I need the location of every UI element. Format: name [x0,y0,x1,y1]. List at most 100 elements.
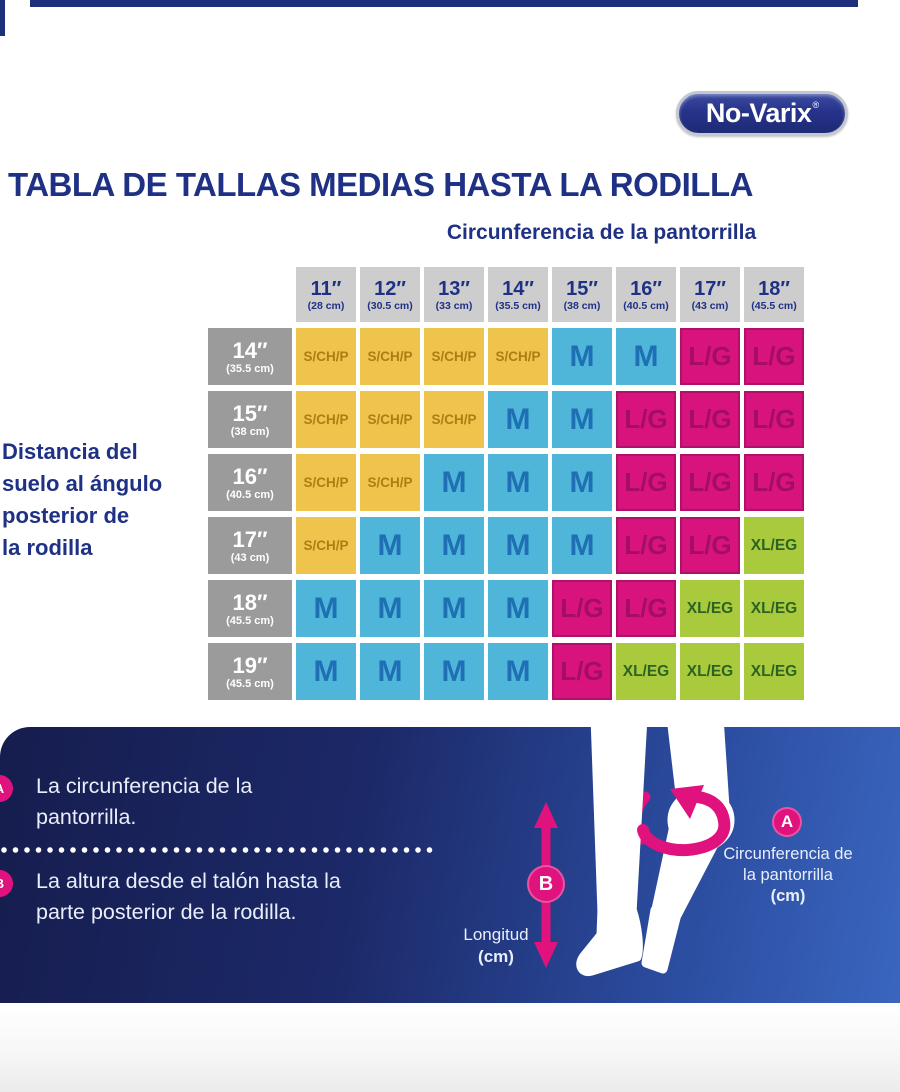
bullet-b-line: parte posterior de la rodilla. [36,900,297,924]
dotted-separator [0,846,436,854]
size-cell: XL/EG [744,643,804,700]
b-marker-badge: B [527,865,565,903]
knee-distance-header-cell: 16″ (40.5 cm) [208,454,292,511]
calf-circumference-header-cell: 12″ (30.5 cm) [360,267,420,322]
size-cell: M [616,328,676,385]
size-cell: L/G [616,580,676,637]
grid-corner [208,267,292,322]
size-cell: L/G [744,391,804,448]
size-cell: M [488,517,548,574]
calf-circumference-axis-label: Circunferencia de la pantorrilla [446,221,757,244]
legs-silhouette [576,727,735,977]
size-cell: L/G [680,517,740,574]
bullet-a-line: pantorrilla. [36,805,137,829]
size-cell: XL/EG [680,580,740,637]
knee-distance-header-cell: 14″ (35.5 cm) [208,328,292,385]
knee-distance-header-cell: 19″ (45.5 cm) [208,643,292,700]
size-cell: M [360,517,420,574]
calf-circumference-arrow-icon [637,785,731,857]
size-cell: M [360,580,420,637]
size-cell: M [552,517,612,574]
calf-circumference-header-cell: 13″ (33 cm) [424,267,484,322]
size-cell: M [552,328,612,385]
size-cell: L/G [552,643,612,700]
page-title: TABLA DE TALLAS MEDIAS HASTA LA RODILLA [8,166,753,203]
calf-circumference-header-cell: 18″ (45.5 cm) [744,267,804,322]
axis-label-line: suelo al ángulo [2,471,163,496]
size-grid: 11″ (28 cm) 12″ (30.5 cm) 13″ (33 cm) 14″ (35.5… [208,267,804,700]
size-cell: XL/EG [744,517,804,574]
size-cell: S/CH/P [360,328,420,385]
size-cell: L/G [680,454,740,511]
knee-distance-header-cell: 18″ (45.5 cm) [208,580,292,637]
size-cell: S/CH/P [296,454,356,511]
size-cell: M [424,643,484,700]
size-cell: S/CH/P [360,454,420,511]
size-cell: XL/EG [744,580,804,637]
knee-distance-axis-label: Distancia del suelo al ángulo posterior … [2,436,202,564]
knee-distance-header-cell: 15″ (38 cm) [208,391,292,448]
length-label-unit: (cm) [478,947,514,966]
top-border-line [30,0,858,7]
bullet-b-text: La altura desde el talón hasta la parte … [36,866,341,928]
left-edge-mark [0,0,5,36]
size-cell: M [552,454,612,511]
size-cell: L/G [616,517,676,574]
size-cell: M [552,391,612,448]
size-cell: XL/EG [616,643,676,700]
size-cell: XL/EG [680,643,740,700]
bullet-a-line: La circunferencia de la [36,774,253,798]
size-cell: L/G [616,454,676,511]
calf-circumference-header-cell: 15″ (38 cm) [552,267,612,322]
size-cell: M [488,580,548,637]
info-panel: A La circunferencia de la pantorrilla. B… [0,727,900,1003]
size-cell: M [424,454,484,511]
size-cell: L/G [552,580,612,637]
brand-logo: No-Varix ® [676,91,848,136]
legs-illustration [576,727,735,977]
calf-circumference-header-cell: 14″ (35.5 cm) [488,267,548,322]
brand-logo-text: No-Varix [705,98,812,128]
size-cell: S/CH/P [296,517,356,574]
size-cell: M [488,454,548,511]
size-cell: S/CH/P [360,391,420,448]
size-cell: M [424,517,484,574]
circumference-label-line: Circunferencia de [723,845,853,863]
size-cell: M [424,580,484,637]
axis-label-line: la rodilla [2,535,93,560]
circumference-label: Circunferencia de la pantorrilla (cm) [690,844,886,907]
length-label-line: Longitud [463,925,529,944]
axis-label-line: Distancia del [2,439,138,464]
size-cell: L/G [616,391,676,448]
size-cell: S/CH/P [424,328,484,385]
length-label: Longitud (cm) [444,924,548,968]
size-cell: M [488,643,548,700]
circumference-label-line: la pantorrilla [743,866,833,884]
size-cell: L/G [680,391,740,448]
bullet-a-badge: A [0,775,13,802]
registered-mark: ® [812,99,820,110]
calf-circumference-header-cell: 17″ (43 cm) [680,267,740,322]
a-marker-badge: A [772,807,802,837]
bottom-strip [0,1003,900,1092]
knee-distance-header-cell: 17″ (43 cm) [208,517,292,574]
size-cell: M [296,580,356,637]
calf-circumference-header-cell: 16″ (40.5 cm) [616,267,676,322]
size-cell: L/G [744,454,804,511]
size-cell: S/CH/P [424,391,484,448]
size-cell: M [296,643,356,700]
calf-circumference-header-cell: 11″ (28 cm) [296,267,356,322]
circumference-label-unit: (cm) [770,887,806,905]
bullet-b-badge: B [0,870,13,897]
size-cell: M [488,391,548,448]
bullet-a-text: La circunferencia de la pantorrilla. [36,771,252,833]
bullet-b-line: La altura desde el talón hasta la [36,869,341,893]
axis-label-line: posterior de [2,503,130,528]
size-cell: L/G [680,328,740,385]
size-cell: L/G [744,328,804,385]
size-cell: M [360,643,420,700]
size-cell: S/CH/P [296,391,356,448]
size-cell: S/CH/P [488,328,548,385]
size-cell: S/CH/P [296,328,356,385]
